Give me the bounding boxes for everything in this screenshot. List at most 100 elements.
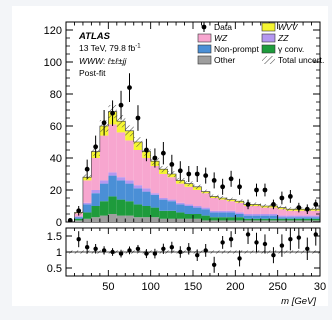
ratio-point	[228, 237, 234, 242]
ratio-point	[135, 246, 141, 251]
bar-wz	[277, 209, 287, 216]
bar-non-prompt	[184, 206, 193, 214]
bar-zz	[209, 210, 219, 213]
main-y-tick-label: 100	[44, 57, 62, 69]
bar-other	[218, 220, 227, 222]
bar-zz	[269, 214, 278, 216]
band-bin	[286, 207, 295, 212]
bar-wz	[116, 132, 126, 178]
bar-zz	[303, 215, 312, 218]
bar-zz	[226, 210, 236, 213]
data-point	[135, 115, 141, 121]
bar-non-prompt	[218, 212, 227, 218]
bar-non-prompt	[116, 180, 126, 200]
ratio-y-tick-label: 1	[56, 247, 62, 259]
bar-other	[133, 217, 143, 222]
band-bin	[260, 204, 270, 208]
bar--conv-	[82, 212, 92, 219]
bar-non-prompt	[125, 183, 134, 202]
bar--conv-	[176, 212, 185, 219]
bar--conv-	[74, 218, 83, 221]
legend-label-zz: ZZ	[277, 33, 289, 43]
data-point	[254, 187, 259, 193]
ratio-point	[161, 246, 166, 251]
band-bin	[125, 125, 134, 137]
legend-label-other: Other	[214, 55, 235, 65]
data-point	[110, 110, 115, 116]
bar-wz	[108, 124, 117, 173]
bar-zz	[74, 216, 83, 218]
bar-other	[91, 217, 100, 222]
data-point	[93, 144, 99, 150]
legend-swatch-zz	[261, 33, 276, 43]
legend-swatch-non-prompt	[197, 44, 212, 54]
data-point	[271, 202, 276, 207]
bar--conv-	[91, 206, 100, 218]
bar-zz	[252, 214, 261, 216]
bar-non-prompt	[226, 212, 236, 218]
bar-other	[82, 218, 92, 222]
bar--conv-	[218, 217, 227, 221]
bar-non-prompt	[142, 191, 151, 206]
data-point	[169, 162, 175, 167]
main-y-tick-label: 120	[44, 25, 62, 37]
main-panel: 0 20 40 60 80 100 120 ATLAS 13 TeV, 79.8 fb-1 …	[44, 21, 324, 229]
bar-wz	[243, 206, 253, 214]
channel-label: WWW: ℓ±ℓ±jj	[79, 56, 128, 66]
band-bin	[176, 177, 185, 183]
legend-swatch-wvv	[261, 22, 276, 32]
main-y-tick-label: 0	[56, 217, 62, 229]
bar-non-prompt	[108, 175, 117, 197]
bar-wz	[159, 174, 168, 198]
ratio-point	[220, 240, 225, 245]
bar--conv-	[184, 214, 193, 219]
bar-zz	[260, 214, 270, 216]
data-point	[237, 184, 242, 190]
bar-zz	[201, 207, 210, 210]
bar--conv-	[226, 217, 236, 221]
data-point	[296, 205, 302, 211]
bar-other	[260, 220, 270, 222]
bar-zz	[294, 215, 304, 218]
bar-zz	[99, 180, 109, 184]
bar-wz	[286, 210, 295, 216]
bar--conv-	[201, 215, 210, 221]
main-y-tick-label: 80	[50, 89, 62, 101]
main-y-tick-label: 20	[50, 185, 62, 197]
bar-non-prompt	[201, 209, 210, 216]
bar-wz	[99, 135, 109, 181]
ratio-point	[186, 246, 191, 251]
bar-other	[243, 220, 253, 222]
data-point	[186, 171, 192, 177]
bar-zz	[91, 190, 100, 194]
bar--conv-	[150, 207, 160, 218]
bar-zz	[125, 180, 134, 184]
main-y-tick-label: 40	[50, 153, 62, 165]
band-bin	[116, 115, 126, 128]
bar-zz	[286, 215, 295, 218]
bar-non-prompt	[235, 214, 244, 218]
main-y-axis: 0 20 40 60 80 100 120	[44, 25, 320, 229]
band-bin	[235, 199, 244, 204]
ratio-point	[305, 246, 310, 251]
bar-wz	[201, 193, 210, 208]
x-tick-label: 30	[314, 281, 326, 293]
bar-non-prompt	[176, 204, 185, 213]
ratio-point	[169, 245, 175, 250]
bar-wz	[82, 180, 92, 203]
ratio-point	[262, 241, 268, 247]
band-bin	[184, 181, 193, 186]
bar-wz	[142, 158, 151, 189]
ratio-point	[271, 253, 276, 258]
bar-non-prompt	[82, 204, 92, 213]
band-bin	[201, 189, 210, 194]
ratio-point	[237, 256, 242, 261]
legend-label-total-uncert-: Total uncert.	[278, 55, 324, 65]
bar--conv-	[311, 218, 320, 221]
bar-non-prompt	[99, 183, 109, 202]
ratio-y-tick-label: 0.5	[47, 263, 62, 275]
bar-non-prompt	[209, 212, 219, 218]
data-point	[67, 218, 73, 222]
bar--conv-	[116, 199, 126, 216]
